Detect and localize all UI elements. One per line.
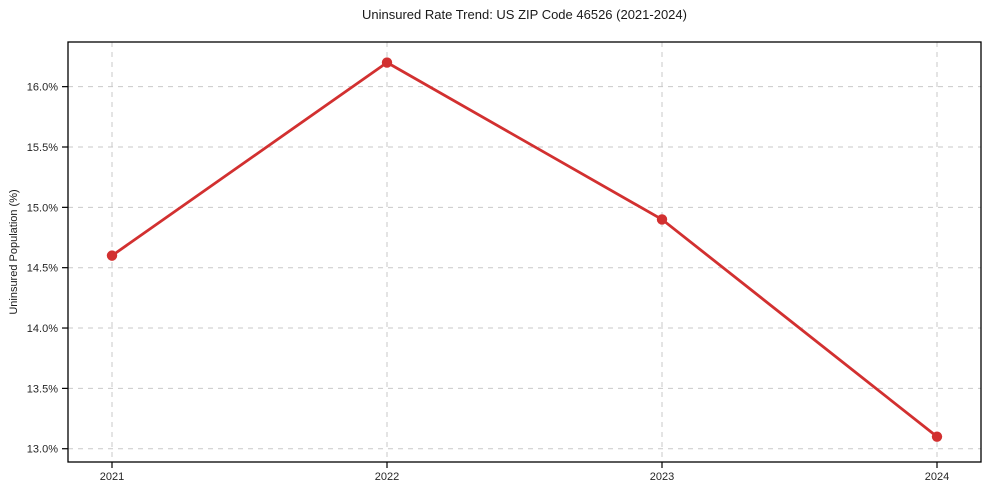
axis-ticks: [62, 86, 938, 468]
y-tick-label: 13.5%: [27, 383, 58, 395]
chart-title: Uninsured Rate Trend: US ZIP Code 46526 …: [362, 7, 687, 22]
x-tick-labels: 2021 2022 2023 2024: [100, 471, 949, 483]
y-tick-label: 15.0%: [27, 202, 58, 214]
y-tick-label: 15.5%: [27, 142, 58, 154]
trend-line: [110, 61, 939, 439]
y-tick-label: 16.0%: [27, 82, 58, 94]
data-points: [106, 57, 943, 442]
y-axis-label: Uninsured Population (%): [8, 189, 20, 315]
data-point-marker: [656, 214, 668, 225]
y-tick-label: 14.0%: [27, 323, 58, 335]
data-point-marker: [381, 57, 393, 68]
data-point-marker: [106, 250, 118, 261]
plot-border: [67, 41, 982, 463]
gridlines: [68, 42, 981, 462]
y-tick-labels: 13.0% 13.5% 14.0% 14.5% 15.0% 15.5% 16.0%: [27, 82, 58, 456]
x-tick-label: 2024: [925, 471, 949, 483]
x-tick-label: 2022: [375, 471, 399, 483]
data-point-marker: [931, 431, 943, 442]
y-tick-label: 13.0%: [27, 444, 58, 456]
x-tick-label: 2023: [650, 471, 674, 483]
y-tick-label: 14.5%: [27, 263, 58, 275]
x-tick-label: 2021: [100, 471, 124, 483]
